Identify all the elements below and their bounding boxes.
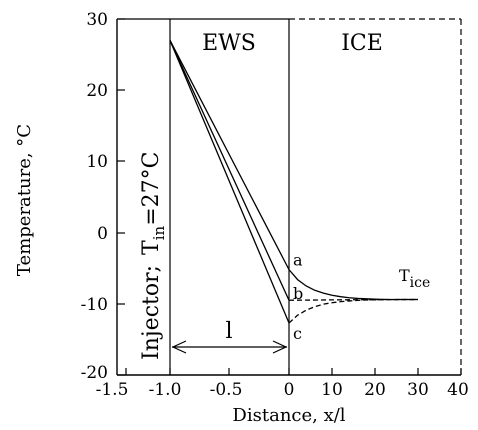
x-tick-label: 10 xyxy=(321,380,343,400)
t-ice-subscript: ice xyxy=(410,275,431,291)
length-arrow-right-head xyxy=(272,340,288,354)
series-b-ews-line xyxy=(169,40,290,301)
t-ice-label: Tice xyxy=(399,266,430,291)
x-axis-ticks xyxy=(125,368,462,375)
ews-region-label: EWS xyxy=(202,31,256,56)
x-tick-label: 0 xyxy=(284,380,295,400)
y-axis-ticks xyxy=(117,18,125,376)
y-tick-label: 10 xyxy=(86,152,108,172)
series-b-label: b xyxy=(293,284,303,303)
series-c-ice-line xyxy=(288,298,418,324)
series-a-ews-line xyxy=(169,40,290,270)
y-tick-label: 20 xyxy=(86,81,108,101)
x-axis-title: Distance, x/l xyxy=(232,405,345,426)
x-tick-label: 30 xyxy=(407,380,429,400)
ice-region-label: ICE xyxy=(341,31,383,56)
series-layer: ab c xyxy=(169,40,419,343)
y-tick-label: 0 xyxy=(97,224,108,244)
x-tick-label: -1.5 xyxy=(96,380,129,400)
injector-temp-value: =27°C xyxy=(139,152,164,226)
series-c-label: c xyxy=(293,324,302,343)
injector-temp-symbol: T xyxy=(139,240,164,255)
x-tick-label: 40 xyxy=(447,380,469,400)
y-tick-label: -10 xyxy=(81,295,108,315)
t-ice-symbol: T xyxy=(399,266,410,285)
injector-temp-subscript: in xyxy=(150,225,168,240)
x-tick-label: -0.5 xyxy=(210,380,243,400)
y-tick-label: 30 xyxy=(86,10,108,30)
series-a-label: a xyxy=(293,251,303,270)
length-label: l xyxy=(225,319,232,344)
y-axis-title: Temperature, °C xyxy=(14,124,35,276)
series-c-ews-line xyxy=(169,40,290,324)
x-tick-label: 20 xyxy=(364,380,386,400)
injector-word: Injector; xyxy=(139,265,164,360)
length-arrow-left-head xyxy=(171,340,187,354)
x-tick-label: -1.0 xyxy=(149,380,182,400)
y-tick-label: -20 xyxy=(81,363,108,383)
injector-region-label: Injector; Tin=27°C xyxy=(139,152,168,360)
